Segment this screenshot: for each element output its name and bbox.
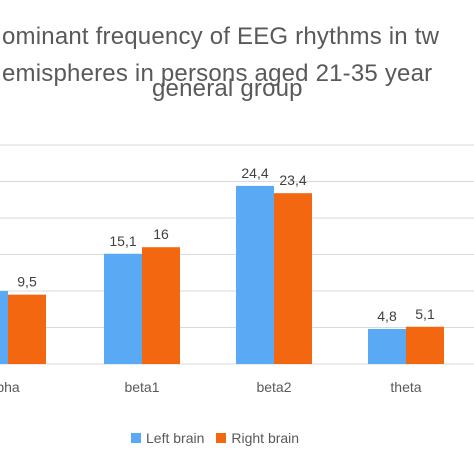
data-label-right-beta1: 16 [153, 226, 169, 242]
x-tick-label-pha: pha [0, 379, 20, 395]
bar-right-theta [406, 326, 444, 364]
chart-title-line-1: ominant frequency of EEG rhythms in tw [2, 23, 440, 50]
data-label-right-theta: 5,1 [415, 306, 435, 322]
chart-title-line-2: emispheres in persons aged 21-35 year [2, 60, 433, 87]
bar-left-beta2 [236, 185, 274, 364]
x-tick-label-beta1: beta1 [124, 379, 159, 395]
x-tick-label-theta: theta [390, 379, 421, 395]
x-tick-label-beta2: beta2 [256, 379, 291, 395]
legend-label-left-brain: Left brain [146, 430, 205, 446]
legend-swatch-left-brain [131, 433, 141, 443]
data-label-right-beta2: 23,4 [279, 172, 306, 188]
data-label-left-theta: 4,8 [377, 308, 397, 324]
legend-item-right-brain: Right brain [216, 430, 299, 446]
legend-label-right-brain: Right brain [231, 430, 300, 446]
legend: Left brain Right brain [131, 430, 299, 446]
legend-swatch-right-brain [216, 433, 227, 443]
legend-item-left-brain: Left brain [131, 430, 204, 446]
data-label-left-beta2: 24,4 [241, 165, 268, 181]
bar-right-pha [8, 294, 46, 364]
bar-left-pha [0, 291, 8, 364]
bar-right-beta2 [274, 193, 312, 364]
data-label-right-pha: 9,5 [17, 274, 37, 290]
chart-title-line-3: general group [152, 75, 303, 102]
data-label-left-beta1: 15,1 [109, 233, 136, 249]
bar-right-beta1 [142, 247, 180, 364]
bar-left-beta1 [104, 253, 142, 364]
bar-left-theta [368, 328, 406, 364]
